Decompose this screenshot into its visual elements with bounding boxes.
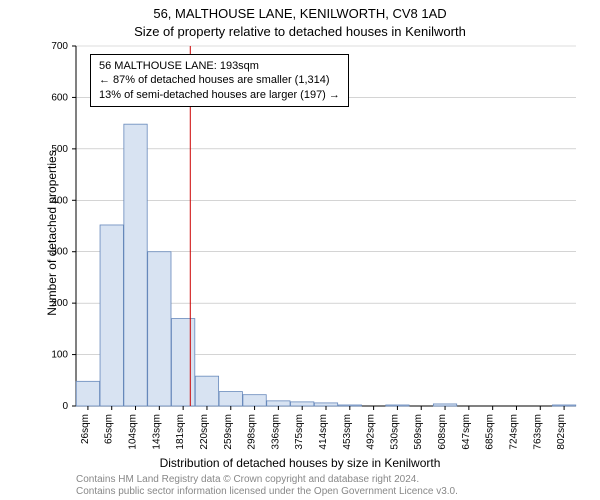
- svg-text:492sqm: 492sqm: [366, 414, 377, 450]
- chart-container: 56, MALTHOUSE LANE, KENILWORTH, CV8 1AD …: [0, 0, 600, 500]
- svg-text:375sqm: 375sqm: [294, 414, 305, 450]
- annotation-line-2: ← 87% of detached houses are smaller (1,…: [99, 73, 340, 87]
- svg-text:100: 100: [51, 350, 68, 361]
- footnote: Contains HM Land Registry data © Crown c…: [76, 474, 458, 498]
- svg-text:26sqm: 26sqm: [80, 414, 91, 444]
- svg-text:763sqm: 763sqm: [532, 414, 543, 450]
- svg-text:685sqm: 685sqm: [485, 414, 496, 450]
- svg-text:143sqm: 143sqm: [151, 414, 162, 450]
- svg-text:0: 0: [62, 401, 68, 412]
- svg-text:724sqm: 724sqm: [508, 414, 519, 450]
- svg-text:336sqm: 336sqm: [270, 414, 281, 450]
- svg-text:453sqm: 453sqm: [342, 414, 353, 450]
- svg-text:181sqm: 181sqm: [175, 414, 186, 450]
- svg-text:600: 600: [51, 92, 68, 103]
- svg-text:300: 300: [51, 247, 68, 258]
- annotation-line-3: 13% of semi-detached houses are larger (…: [99, 88, 340, 102]
- svg-text:647sqm: 647sqm: [461, 414, 472, 450]
- svg-text:530sqm: 530sqm: [389, 414, 400, 450]
- svg-text:802sqm: 802sqm: [556, 414, 567, 450]
- chart-subtitle: Size of property relative to detached ho…: [0, 24, 600, 39]
- svg-text:700: 700: [51, 41, 68, 52]
- annotation-box: 56 MALTHOUSE LANE: 193sqm ← 87% of detac…: [90, 54, 349, 107]
- svg-text:220sqm: 220sqm: [199, 414, 210, 450]
- svg-text:259sqm: 259sqm: [223, 414, 234, 450]
- svg-text:569sqm: 569sqm: [413, 414, 424, 450]
- svg-text:414sqm: 414sqm: [318, 414, 329, 450]
- svg-text:298sqm: 298sqm: [247, 414, 258, 450]
- svg-text:400: 400: [51, 195, 68, 206]
- chart-title: 56, MALTHOUSE LANE, KENILWORTH, CV8 1AD: [0, 6, 600, 21]
- svg-text:608sqm: 608sqm: [437, 414, 448, 450]
- footnote-line-1: Contains HM Land Registry data © Crown c…: [76, 474, 458, 486]
- footnote-line-2: Contains public sector information licen…: [76, 486, 458, 498]
- svg-text:200: 200: [51, 298, 68, 309]
- svg-text:500: 500: [51, 144, 68, 155]
- svg-text:65sqm: 65sqm: [104, 414, 115, 444]
- svg-text:104sqm: 104sqm: [128, 414, 139, 450]
- annotation-line-1: 56 MALTHOUSE LANE: 193sqm: [99, 59, 340, 73]
- x-axis-label: Distribution of detached houses by size …: [0, 456, 600, 470]
